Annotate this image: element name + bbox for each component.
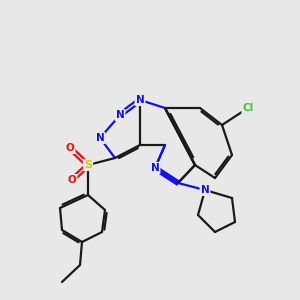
Text: S: S (84, 160, 92, 170)
Text: N: N (201, 185, 209, 195)
Text: N: N (136, 95, 144, 105)
Text: N: N (96, 133, 104, 143)
Text: O: O (68, 175, 76, 185)
Text: N: N (116, 110, 124, 120)
Text: N: N (151, 163, 159, 173)
Text: Cl: Cl (242, 103, 253, 113)
Text: O: O (66, 143, 74, 153)
